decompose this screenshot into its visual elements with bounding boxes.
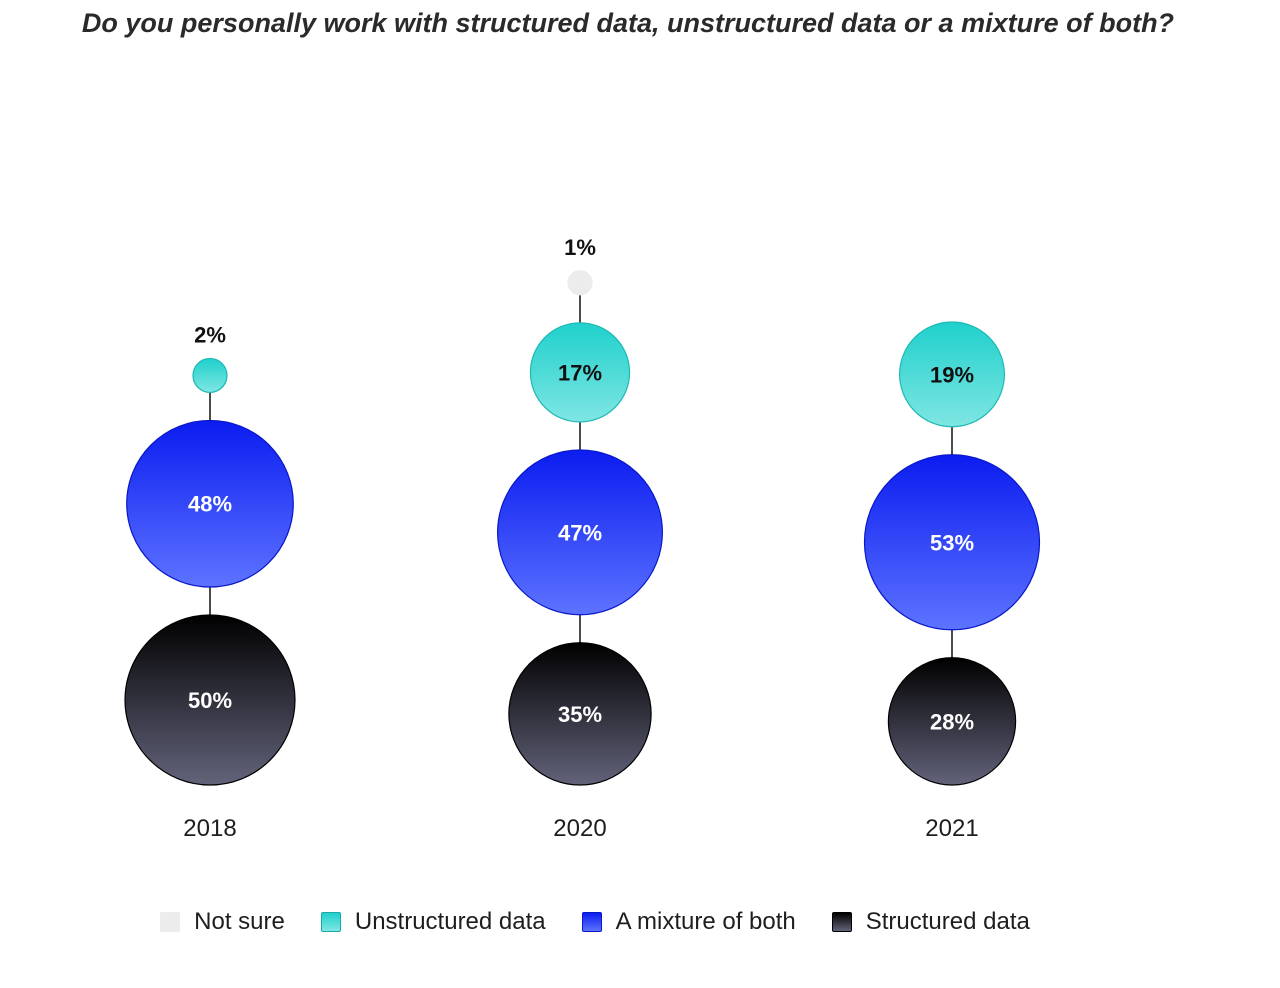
legend-swatch-not-sure <box>160 912 181 932</box>
legend-item-unstructured: Unstructured data <box>320 908 546 936</box>
legend-item-structured: Structured data <box>831 908 1030 936</box>
bubble-structured-2020 <box>508 642 652 786</box>
data-label: 1% <box>564 235 596 260</box>
chart-marks: 50% 48% 2% 2018 35% 47% 17% 1% 2020 28% 53% 19% 2021 <box>124 235 1041 842</box>
bubble-unstructured-2018 <box>192 357 228 394</box>
bubble-mixture-2020 <box>496 449 664 616</box>
bubble-unstructured-2021 <box>899 321 1005 428</box>
data-label: 17% <box>558 360 602 385</box>
data-label: 53% <box>930 530 974 555</box>
legend-label: Unstructured data <box>354 908 546 935</box>
bubble-mixture-2018 <box>126 419 294 588</box>
data-label: 48% <box>188 492 232 517</box>
x-tick-label: 2018 <box>183 815 236 842</box>
data-label: 35% <box>558 702 602 727</box>
bubble-mixture-2021 <box>863 454 1041 631</box>
bubble-unstructured-2020 <box>529 322 631 423</box>
chart-title: Do you personally work with structured d… <box>81 8 1175 38</box>
data-label: 19% <box>930 362 974 387</box>
bubble-structured-2021 <box>887 657 1017 786</box>
data-label: 2% <box>194 322 226 347</box>
x-tick-label: 2021 <box>925 815 978 842</box>
legend: Not sure Unstructured data A mixture of … <box>0 908 1190 936</box>
legend-label: A mixture of both <box>615 908 796 935</box>
x-tick-label: 2020 <box>553 815 606 842</box>
data-label: 50% <box>188 688 232 713</box>
legend-item-mixture: A mixture of both <box>581 908 796 936</box>
bubble-chart: 50% 48% 2% 2018 35% 47% 17% 1% 2020 28% 53% 19% 2021 <box>124 235 1041 842</box>
bubble-not-sure-2020 <box>567 270 593 296</box>
legend-label: Structured data <box>865 908 1030 935</box>
legend-label: Not sure <box>194 908 285 935</box>
legend-swatch-structured <box>831 912 852 932</box>
legend-swatch-mixture <box>581 912 602 932</box>
data-label: 28% <box>930 709 974 734</box>
legend-item-not-sure: Not sure <box>160 908 285 936</box>
bubble-structured-2018 <box>124 614 296 786</box>
legend-swatch-unstructured <box>320 912 341 932</box>
data-label: 47% <box>558 520 602 545</box>
